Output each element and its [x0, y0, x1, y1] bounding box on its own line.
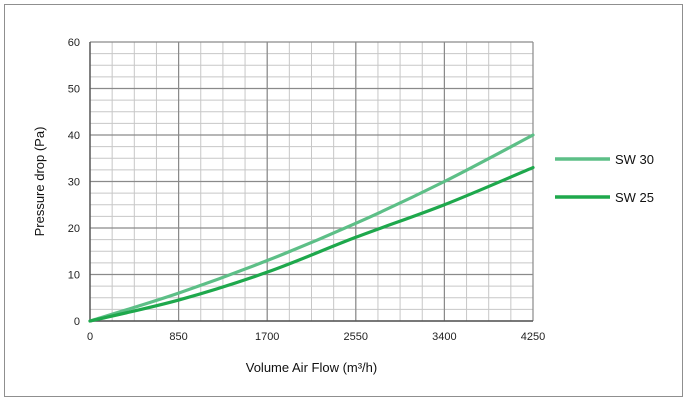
y-tick-label: 40 — [68, 130, 80, 142]
x-tick-label: 2550 — [344, 331, 368, 343]
tick-labels: 0 850 1700 2550 3400 4250 0 10 20 30 40 50 60 — [68, 37, 545, 343]
legend-label: SW 25 — [615, 190, 654, 205]
y-tick-label: 60 — [68, 37, 80, 49]
y-tick-label: 50 — [68, 84, 80, 96]
chart-frame — [4, 4, 683, 397]
series-line-sw-25 — [88, 165, 535, 323]
x-tick-label: 1700 — [255, 331, 279, 343]
y-tick-label: 20 — [68, 223, 80, 235]
legend: SW 30 SW 25 — [555, 152, 654, 205]
x-tick-label: 4250 — [521, 331, 545, 343]
legend-label: SW 30 — [615, 152, 654, 167]
x-tick-label: 850 — [169, 331, 187, 343]
axes — [89, 42, 533, 322]
series-lines — [88, 133, 535, 323]
x-tick-label: 3400 — [432, 331, 456, 343]
x-axis-title: Volume Air Flow (m³/h) — [246, 360, 377, 375]
x-tick-label: 0 — [87, 331, 93, 343]
y-axis-title: Pressure drop (Pa) — [32, 127, 47, 237]
y-tick-label: 10 — [68, 270, 80, 282]
y-tick-label: 30 — [68, 177, 80, 189]
series-line-sw-30 — [88, 133, 535, 323]
y-tick-label: 0 — [74, 316, 80, 328]
